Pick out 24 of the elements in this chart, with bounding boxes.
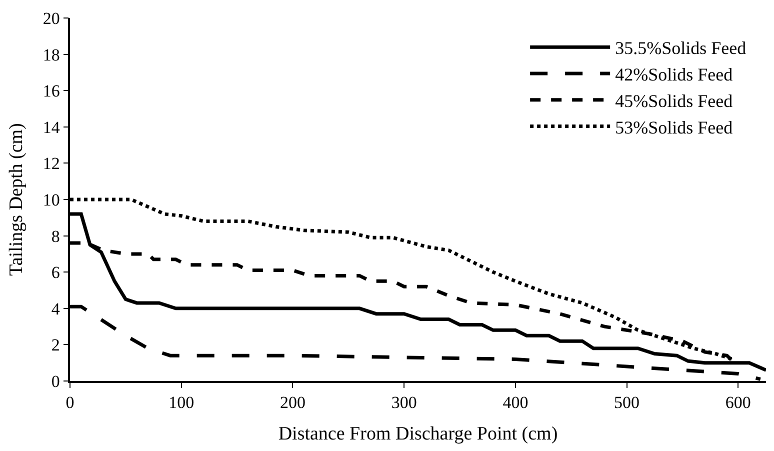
y-tick-label: 6 [51,263,60,282]
y-tick-label: 8 [51,226,60,246]
y-tick-label: 16 [42,82,60,101]
y-tick-label: 4 [51,299,60,318]
y-tick-label: 12 [42,154,60,174]
y-tick-label: 2 [51,336,60,355]
legend-label: 45%Solids Feed [615,90,733,111]
y-tick-label: 20 [42,8,60,28]
y-tick-label: 0 [51,372,60,391]
x-tick-label: 100 [168,393,194,412]
x-tick-label: 500 [614,393,640,412]
legend-label: 53%Solids Feed [615,117,733,138]
x-tick-label: 0 [66,393,74,412]
y-tick-label: 10 [42,190,60,210]
x-tick-label: 300 [391,393,417,412]
y-axis-title: Tailings Depth (cm) [6,123,28,276]
x-tick-label: 600 [725,393,751,412]
x-tick-label: 400 [502,393,528,412]
y-tick-label: 18 [42,45,60,64]
legend-label: 35.5%Solids Feed [615,38,746,58]
x-axis-title: Distance From Discharge Point (cm) [278,423,558,444]
y-tick-label: 14 [42,118,60,137]
x-tick-label: 200 [280,393,306,412]
legend-label: 42%Solids Feed [615,64,733,85]
